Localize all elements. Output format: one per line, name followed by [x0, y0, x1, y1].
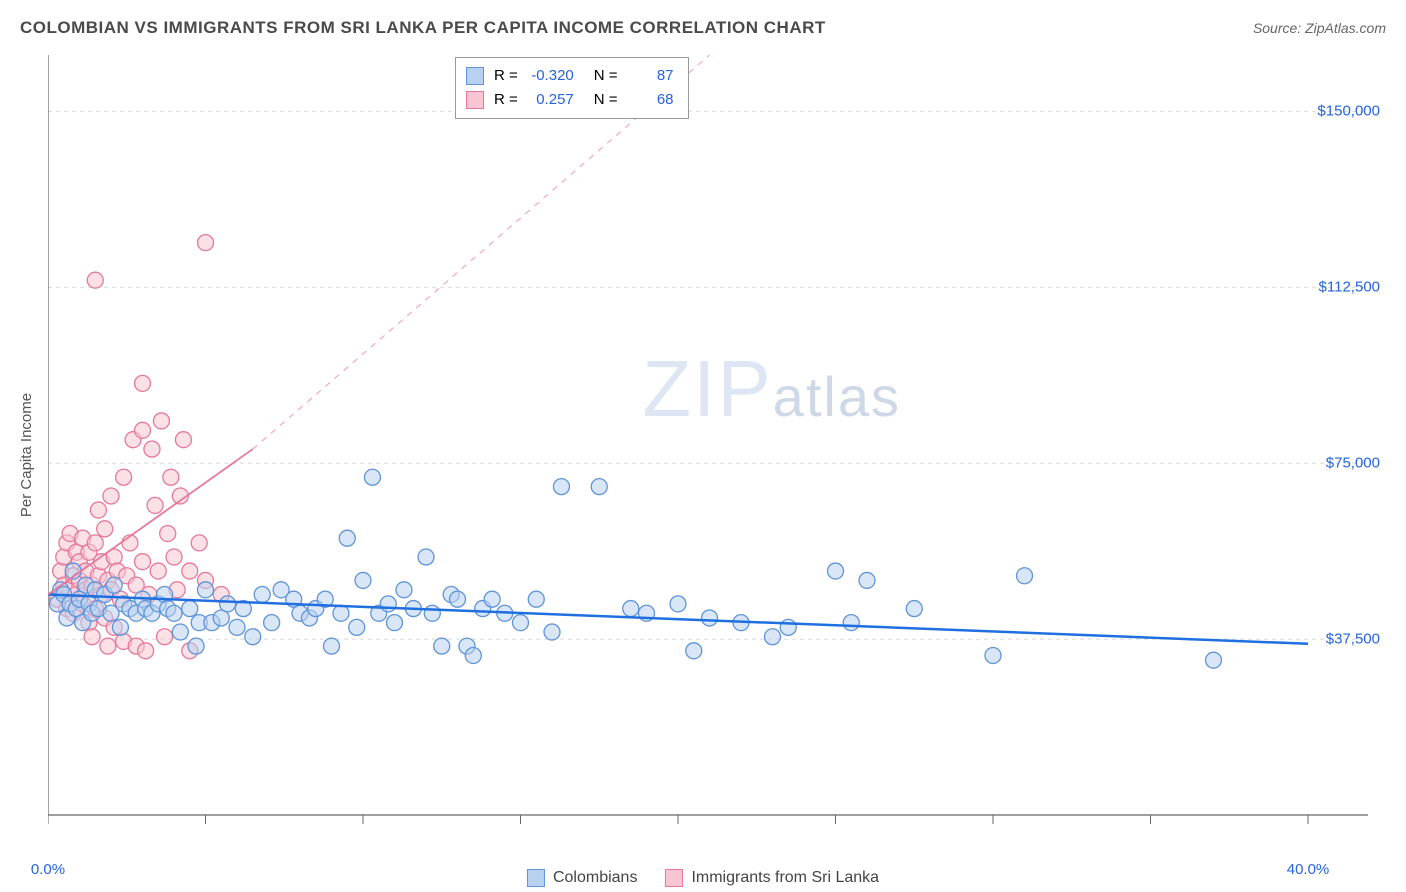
legend-swatch-blue	[527, 869, 545, 887]
legend-label: Colombians	[553, 869, 637, 887]
legend-item-srilanka: Immigrants from Sri Lanka	[665, 869, 879, 887]
legend-swatch-blue	[466, 67, 484, 85]
scatter-plot-svg	[48, 55, 1388, 850]
legend-stats: R = -0.320 N = 87 R = 0.257 N = 68	[455, 57, 689, 119]
legend-stats-row-1: R = 0.257 N = 68	[466, 88, 674, 112]
y-tick-label: $112,500	[1319, 279, 1380, 296]
legend-series: Colombians Immigrants from Sri Lanka	[527, 869, 879, 887]
y-tick-label: $150,000	[1317, 103, 1380, 120]
x-tick-label: 0.0%	[31, 861, 65, 878]
chart-area: Per Capita Income ZIPatlas R = -0.320 N …	[48, 55, 1388, 850]
y-tick-label: $37,500	[1326, 631, 1380, 648]
legend-swatch-pink	[665, 869, 683, 887]
y-axis-label: Per Capita Income	[18, 393, 35, 517]
chart-source: Source: ZipAtlas.com	[1253, 20, 1386, 36]
legend-stats-row-0: R = -0.320 N = 87	[466, 64, 674, 88]
x-tick-label: 40.0%	[1287, 861, 1330, 878]
legend-item-colombians: Colombians	[527, 869, 637, 887]
y-tick-label: $75,000	[1326, 455, 1380, 472]
chart-title: COLOMBIAN VS IMMIGRANTS FROM SRI LANKA P…	[20, 18, 826, 38]
chart-header: COLOMBIAN VS IMMIGRANTS FROM SRI LANKA P…	[0, 0, 1406, 48]
legend-label: Immigrants from Sri Lanka	[691, 869, 879, 887]
legend-swatch-pink	[466, 91, 484, 109]
